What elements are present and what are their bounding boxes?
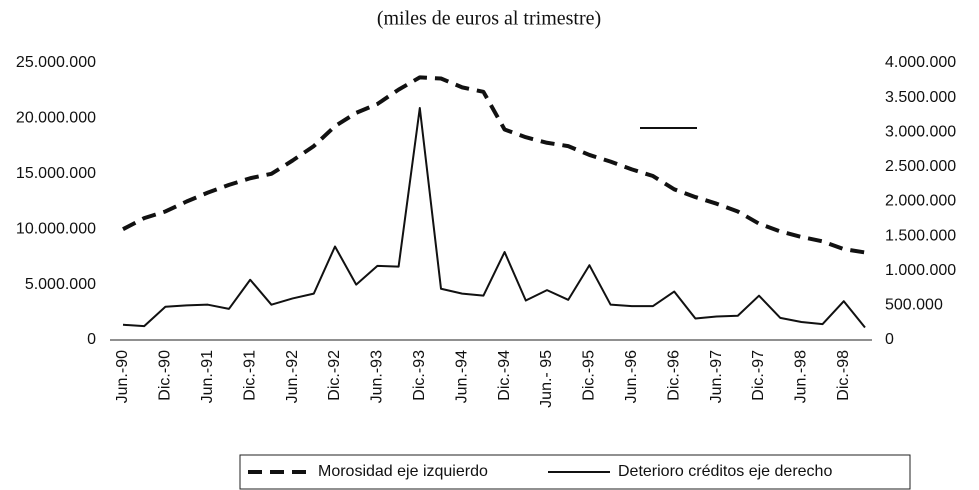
y-tick-label: 2.000.000 bbox=[885, 193, 956, 210]
y-tick-label: 15.000.000 bbox=[16, 165, 96, 182]
x-tick-label: Jun.-98 bbox=[793, 350, 810, 403]
x-tick-label: Dic.-98 bbox=[835, 350, 852, 401]
x-tick-label: Dic.-90 bbox=[157, 350, 174, 401]
y-tick-label: 10.000.000 bbox=[16, 220, 96, 237]
legend-label: Deterioro créditos eje derecho bbox=[618, 463, 832, 480]
y-tick-label: 3.500.000 bbox=[885, 89, 956, 106]
x-tick-label: Jun.-94 bbox=[453, 350, 470, 403]
y-tick-label: 3.000.000 bbox=[885, 123, 956, 140]
x-tick-label: Jun.-91 bbox=[199, 350, 216, 403]
line-series bbox=[122, 75, 866, 255]
y-tick-label: 25.000.000 bbox=[16, 54, 96, 71]
x-tick-label: Dic.-94 bbox=[496, 350, 513, 401]
x-tick-label: Jun.-97 bbox=[708, 350, 725, 403]
x-tick-label: Dic.-95 bbox=[581, 350, 598, 401]
legend-box bbox=[239, 454, 911, 490]
y-tick-label: 0 bbox=[885, 331, 894, 348]
legend-label: Morosidad eje izquierdo bbox=[318, 463, 488, 480]
y-tick-label: 1.500.000 bbox=[885, 227, 956, 244]
y-tick-label: 20.000.000 bbox=[16, 110, 96, 127]
y-tick-label: 1.000.000 bbox=[885, 262, 956, 279]
chart-title: (miles de euros al trimestre) bbox=[377, 8, 601, 30]
x-tick-label: Jun.-93 bbox=[369, 350, 386, 403]
x-tick-label: Jun.-90 bbox=[114, 350, 131, 403]
x-tick-label: Jun.- 95 bbox=[538, 350, 555, 408]
y-tick-label: 4.000.000 bbox=[885, 54, 956, 71]
y-tick-label: 5.000.000 bbox=[25, 276, 96, 293]
x-tick-label: Dic.-93 bbox=[411, 350, 428, 401]
x-tick-label: Dic.-97 bbox=[750, 350, 767, 401]
line-series bbox=[122, 107, 866, 329]
y-tick-label: 2.500.000 bbox=[885, 158, 956, 175]
y-tick-label: 500.000 bbox=[885, 297, 943, 314]
x-tick-label: Jun.-96 bbox=[623, 350, 640, 403]
y-tick-label: 0 bbox=[87, 331, 96, 348]
x-tick-label: Dic.-96 bbox=[665, 350, 682, 401]
x-tick-label: Jun.-92 bbox=[284, 350, 301, 403]
x-tick-label: Dic.-91 bbox=[241, 350, 258, 401]
x-tick-label: Dic.-92 bbox=[326, 350, 343, 401]
